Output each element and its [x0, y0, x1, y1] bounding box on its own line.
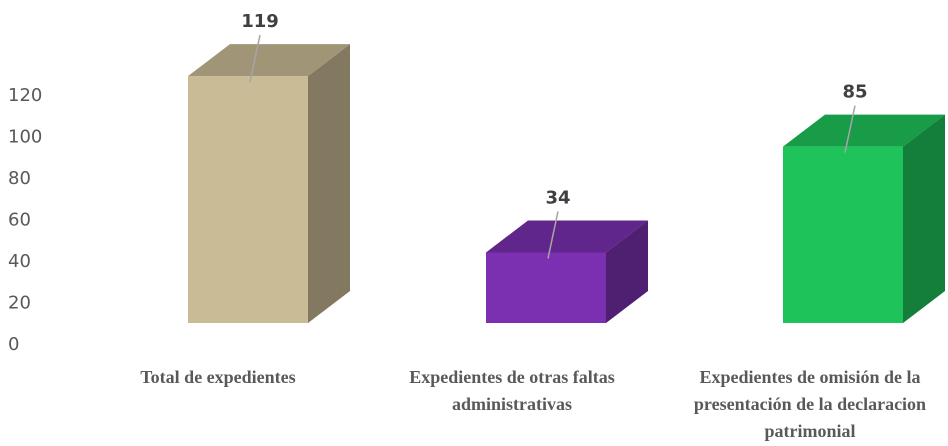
bar [783, 146, 903, 323]
bar-top-shade [486, 220, 648, 253]
leader-line [844, 105, 856, 153]
bar-side [903, 114, 945, 323]
leader-line [547, 211, 559, 259]
y-tick-label: 40 [8, 251, 31, 272]
x-tick-label: Expedientes de omisión de la presentació… [693, 367, 927, 441]
bar-top-shade [783, 114, 945, 147]
x-tick-label: Total de expedientes [140, 367, 296, 387]
leader-line [249, 34, 261, 83]
bar-top [486, 220, 648, 253]
bar-side [606, 220, 648, 323]
bar-side-shade [308, 44, 350, 323]
value-label: 34 [545, 187, 570, 208]
bar-top [783, 114, 945, 147]
bar [188, 76, 308, 323]
y-tick-label: 100 [8, 127, 42, 148]
value-label: 119 [241, 11, 279, 32]
bar-side [308, 44, 350, 323]
bar-side-shade [903, 114, 945, 323]
bar-top-shade [188, 44, 350, 77]
bar-top [188, 44, 350, 77]
y-tick-label: 60 [8, 210, 31, 231]
bar [486, 252, 606, 323]
y-tick-label: 120 [8, 85, 42, 106]
y-tick-label: 20 [8, 293, 31, 314]
value-label: 85 [842, 82, 867, 103]
bar-side-shade [606, 220, 648, 323]
y-tick-label: 0 [8, 334, 19, 355]
y-tick-label: 80 [8, 168, 31, 189]
x-tick-label: Expedientes de otras faltas administrati… [409, 367, 615, 414]
